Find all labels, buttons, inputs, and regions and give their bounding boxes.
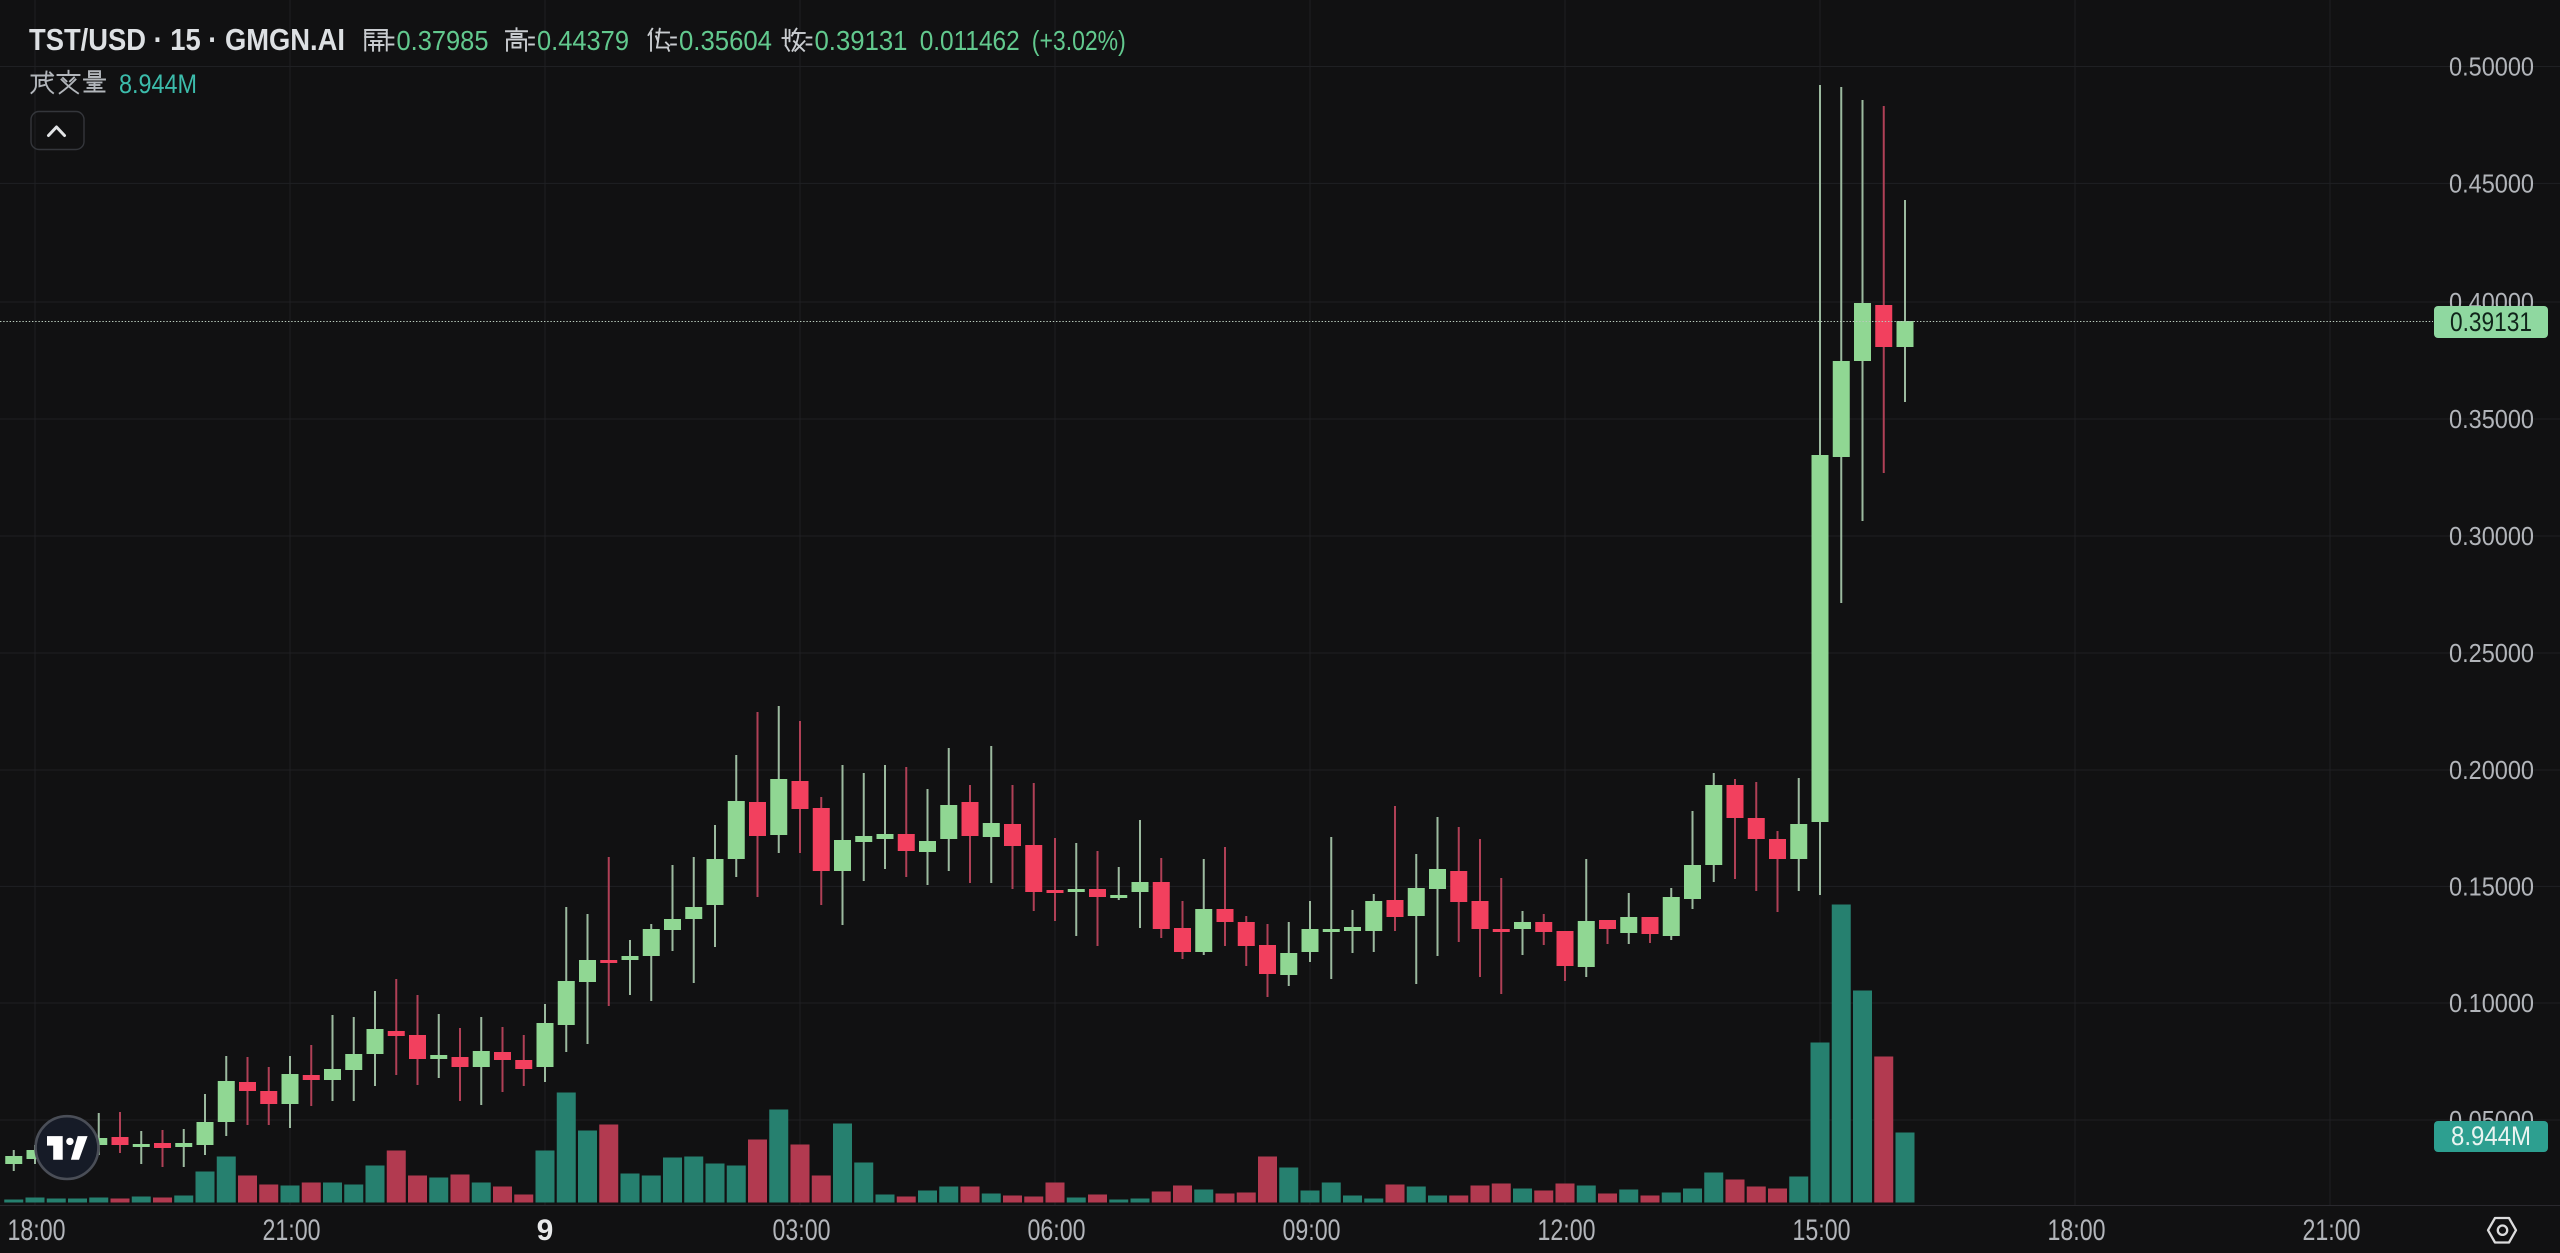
svg-text:12:00: 12:00	[1538, 1214, 1596, 1247]
svg-text:0.35604: 0.35604	[679, 25, 772, 56]
svg-text:=: =	[528, 25, 536, 56]
svg-text:=: =	[805, 25, 813, 56]
svg-text:9: 9	[537, 1214, 554, 1247]
svg-text:0.15000: 0.15000	[2449, 871, 2534, 901]
svg-text:(+3.02%): (+3.02%)	[1032, 25, 1126, 56]
svg-text:=: =	[670, 25, 678, 56]
svg-text:03:00: 03:00	[773, 1214, 831, 1247]
svg-text:0.45000: 0.45000	[2449, 168, 2534, 198]
svg-text:0.30000: 0.30000	[2449, 521, 2534, 551]
svg-text:0.44379: 0.44379	[537, 25, 629, 56]
svg-text:21:00: 21:00	[263, 1214, 321, 1247]
svg-text:0.011462: 0.011462	[920, 25, 1020, 56]
svg-text:0.39131: 0.39131	[2450, 307, 2532, 337]
svg-text:TST/USD · 15 · GMGN.AI: TST/USD · 15 · GMGN.AI	[29, 22, 345, 57]
svg-text:0.20000: 0.20000	[2449, 755, 2534, 785]
svg-text:0.50000: 0.50000	[2449, 52, 2534, 82]
svg-text:0.25000: 0.25000	[2449, 638, 2534, 668]
svg-text:=: =	[387, 25, 395, 56]
svg-text:0.39131: 0.39131	[815, 25, 908, 56]
svg-text:0.35000: 0.35000	[2449, 404, 2534, 434]
svg-text:18:00: 18:00	[2048, 1214, 2106, 1247]
svg-text:06:00: 06:00	[1028, 1214, 1086, 1247]
svg-text:09:00: 09:00	[1283, 1214, 1341, 1247]
svg-text:15:00: 15:00	[1793, 1214, 1851, 1247]
svg-text:21:00: 21:00	[2303, 1214, 2361, 1247]
svg-text:0.10000: 0.10000	[2449, 988, 2534, 1018]
svg-text:0.37985: 0.37985	[397, 25, 489, 56]
svg-text:8.944M: 8.944M	[2451, 1121, 2531, 1151]
svg-text:8.944M: 8.944M	[119, 69, 197, 99]
svg-text:18:00: 18:00	[8, 1214, 66, 1247]
